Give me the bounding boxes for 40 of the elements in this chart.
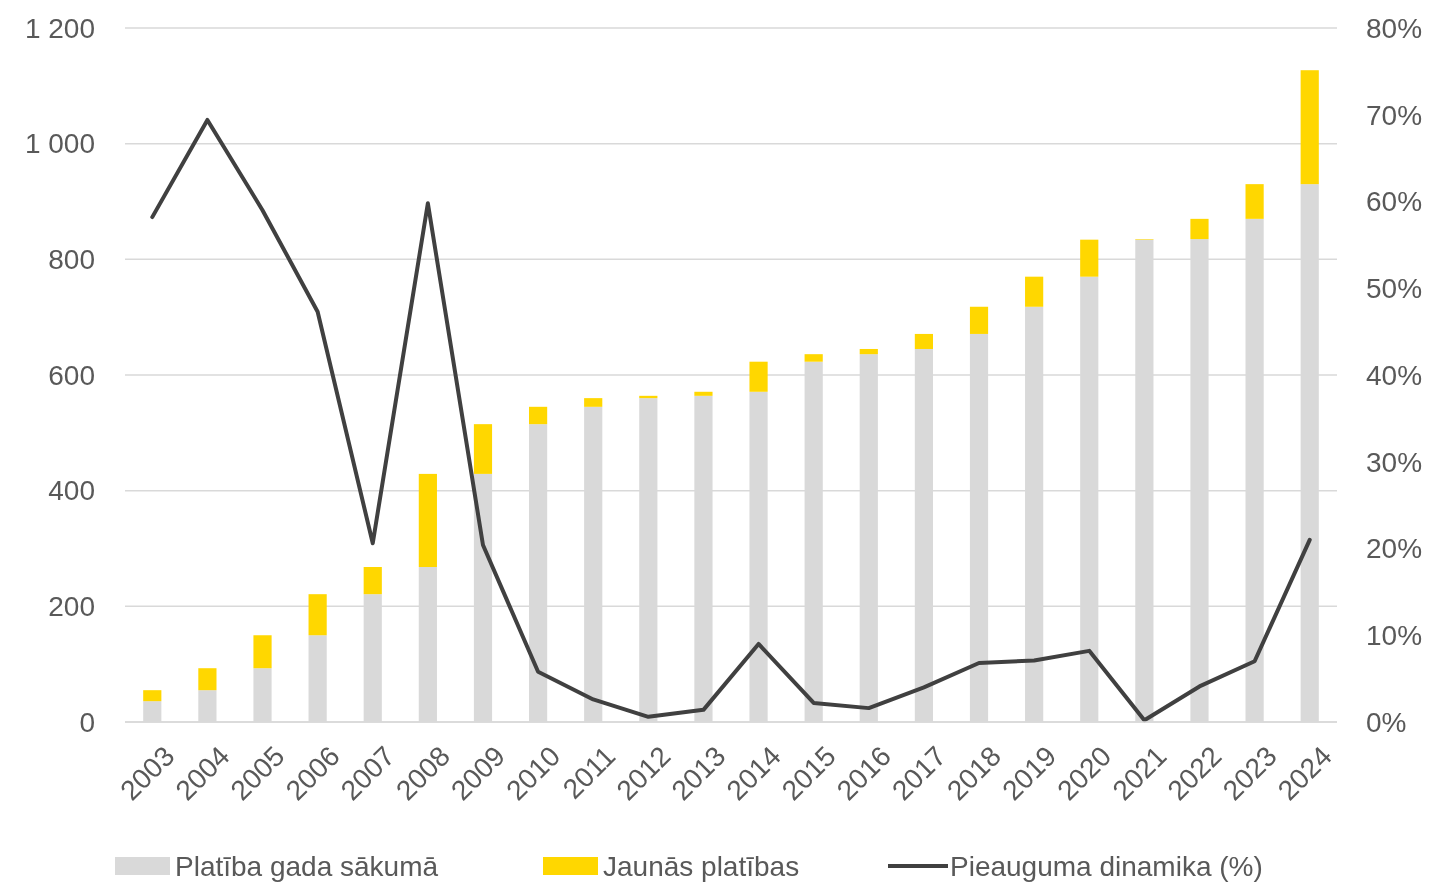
bar <box>1245 184 1264 219</box>
y2-tick-label: 60% <box>1366 186 1423 218</box>
y2-tick-label: 80% <box>1366 12 1423 44</box>
bar <box>1025 276 1044 307</box>
legend-label: Pieauguma dinamika (%) <box>950 850 1263 882</box>
y2-tick-label: 40% <box>1366 359 1423 391</box>
y-tick-label: 400 <box>48 475 95 507</box>
bar <box>584 398 603 407</box>
y2-tick-label: 0% <box>1366 706 1407 738</box>
bar <box>253 635 272 669</box>
y2-tick-label: 10% <box>1366 620 1423 652</box>
bar <box>1190 218 1209 240</box>
bar <box>859 348 878 355</box>
y2-tick-label: 70% <box>1366 99 1423 131</box>
bar <box>198 668 217 691</box>
bar <box>749 361 768 392</box>
line-series <box>150 117 1312 723</box>
y-tick-label: 200 <box>48 591 95 623</box>
legend-label: Platība gada sākumā <box>175 850 439 882</box>
bar <box>529 406 548 425</box>
bar <box>418 473 437 568</box>
bar <box>143 690 162 702</box>
y-tick-label: 800 <box>48 244 95 276</box>
bar <box>473 424 493 474</box>
y-tick-label: 1 200 <box>24 12 95 44</box>
legend-label: Jaunās platības <box>603 850 800 882</box>
bar <box>804 354 823 362</box>
bar <box>308 594 327 636</box>
bar <box>1300 70 1319 185</box>
bar <box>969 306 989 334</box>
bar <box>363 567 382 595</box>
y-tick-label: 0 <box>79 706 95 738</box>
bar <box>694 391 713 396</box>
y2-tick-label: 50% <box>1366 273 1423 305</box>
bar <box>1080 239 1099 277</box>
y-tick-label: 1 000 <box>24 128 95 160</box>
y2-tick-label: 30% <box>1366 446 1423 478</box>
y-tick-label: 600 <box>48 359 95 391</box>
bar <box>914 333 933 349</box>
y2-tick-label: 20% <box>1366 533 1423 565</box>
